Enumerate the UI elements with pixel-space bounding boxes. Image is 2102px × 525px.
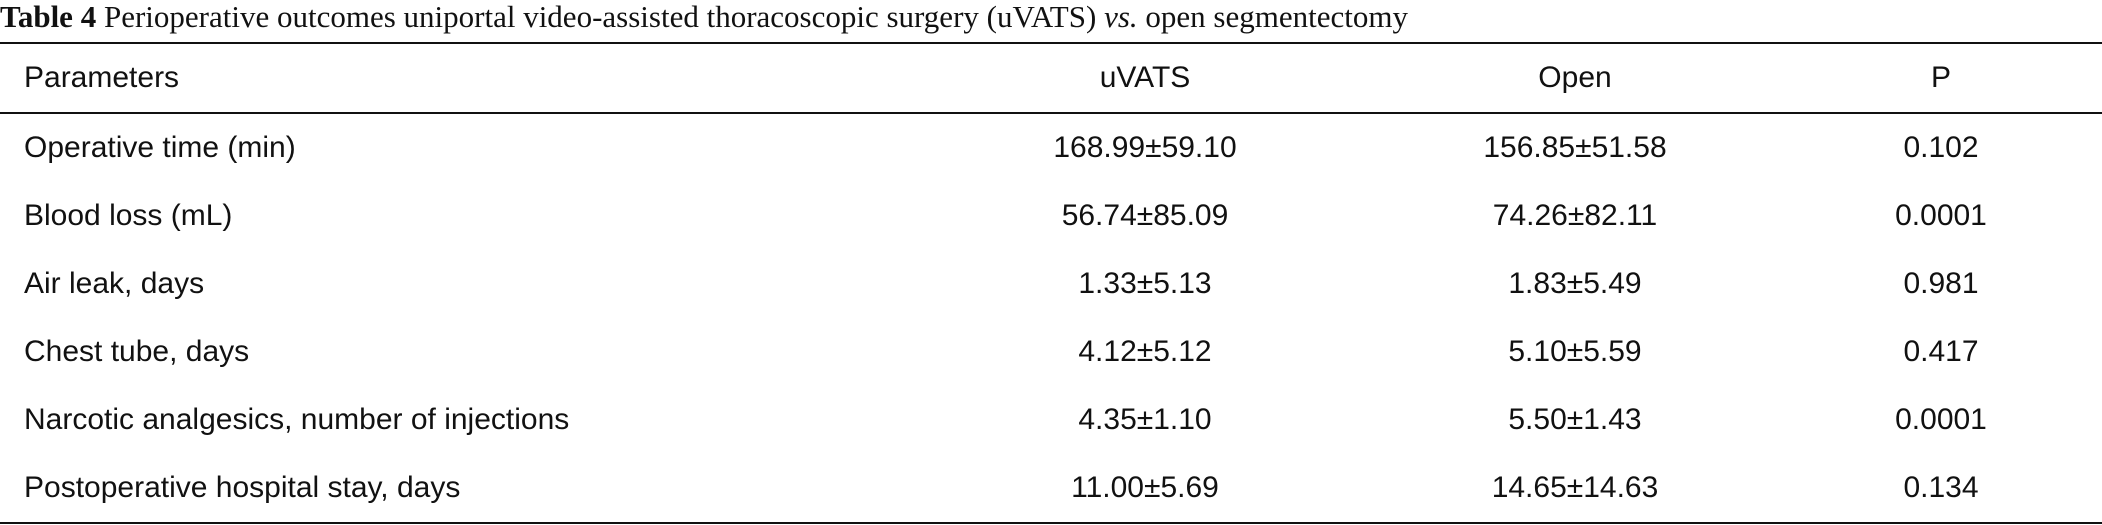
open-cell: 74.26±82.11 [1492, 199, 1658, 232]
table-number: Table 4 [0, 0, 97, 34]
uvats-cell: 4.12±5.12 [1078, 335, 1212, 368]
p-value-cell: 0.102 [1903, 131, 1979, 164]
parameter-cell: Postoperative hospital stay, days [24, 471, 461, 504]
caption-italic: vs. [1104, 0, 1138, 34]
header-open: Open [1538, 61, 1612, 94]
caption-text-after: open segmentectomy [1145, 0, 1408, 34]
open-cell: 1.83±5.49 [1508, 267, 1642, 300]
outcomes-table: Parameters uVATS Open P Operative time (… [0, 42, 2102, 524]
parameter-cell: Operative time (min) [24, 131, 296, 164]
p-value-cell: 0.134 [1903, 471, 1979, 504]
parameter-cell: Air leak, days [24, 267, 205, 300]
table-body: Operative time (min) 168.99±59.10 156.85… [0, 114, 2102, 522]
header-parameters: Parameters [24, 61, 180, 94]
table-row: Air leak, days 1.33±5.13 1.83±5.49 0.981 [0, 250, 2102, 318]
uvats-cell: 56.74±85.09 [1061, 199, 1229, 232]
header-p: P [1930, 61, 1951, 94]
uvats-cell: 168.99±59.10 [1053, 131, 1237, 164]
open-cell: 5.50±1.43 [1508, 403, 1642, 436]
table-caption: Table 4 Perioperative outcomes uniportal… [0, 0, 1408, 38]
table-row: Blood loss (mL) 56.74±85.09 74.26±82.11 … [0, 182, 2102, 250]
p-value-cell: 0.0001 [1895, 403, 1987, 436]
p-value-cell: 0.0001 [1895, 199, 1987, 232]
uvats-cell: 4.35±1.10 [1078, 403, 1212, 436]
parameter-cell: Blood loss (mL) [24, 199, 233, 232]
table-header-row: Parameters uVATS Open P [0, 44, 2102, 114]
header-uvats: uVATS [1099, 61, 1191, 94]
uvats-cell: 11.00±5.69 [1071, 471, 1219, 504]
table-row: Operative time (min) 168.99±59.10 156.85… [0, 114, 2102, 182]
caption-text-before: Perioperative outcomes uniportal video-a… [103, 0, 1097, 34]
parameter-cell: Chest tube, days [24, 335, 250, 368]
table-row: Chest tube, days 4.12±5.12 5.10±5.59 0.4… [0, 318, 2102, 386]
parameter-cell: Narcotic analgesics, number of injection… [24, 403, 570, 436]
open-cell: 14.65±14.63 [1491, 471, 1659, 504]
uvats-cell: 1.33±5.13 [1078, 267, 1212, 300]
table-row: Narcotic analgesics, number of injection… [0, 386, 2102, 454]
table-row: Postoperative hospital stay, days 11.00±… [0, 454, 2102, 522]
p-value-cell: 0.417 [1903, 335, 1979, 368]
open-cell: 156.85±51.58 [1483, 131, 1667, 164]
open-cell: 5.10±5.59 [1508, 335, 1642, 368]
p-value-cell: 0.981 [1903, 267, 1979, 300]
